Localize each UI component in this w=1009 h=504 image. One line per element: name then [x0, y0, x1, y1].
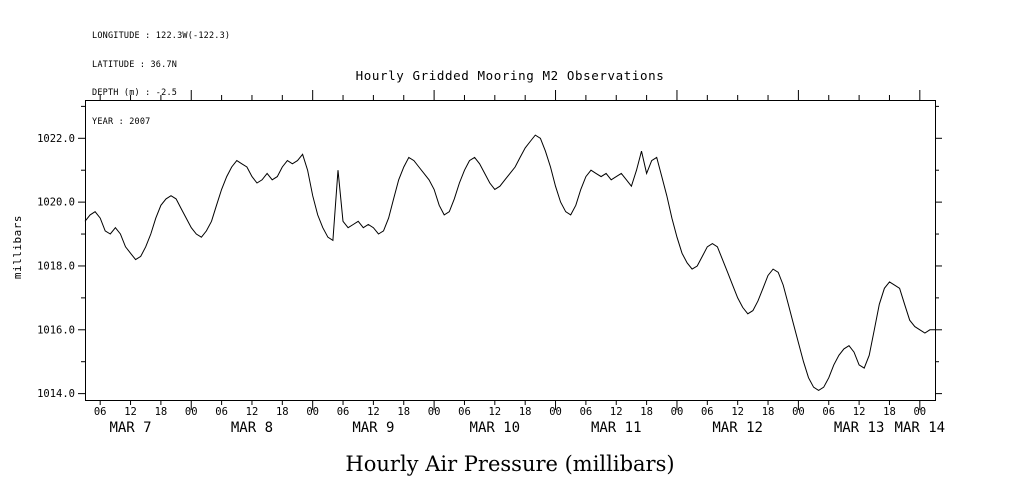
x-hour-label: 12: [367, 406, 380, 418]
x-hour-label: 06: [337, 406, 350, 418]
x-hour-label: 18: [762, 406, 775, 418]
x-day-label: MAR 11: [591, 420, 642, 436]
y-tick-label: 1020.0: [37, 197, 75, 209]
x-hour-label: 06: [822, 406, 835, 418]
x-hour-label: 00: [428, 406, 441, 418]
x-day-label: MAR 13: [834, 420, 885, 436]
x-hour-label: 00: [306, 406, 319, 418]
x-hour-label: 18: [519, 406, 532, 418]
chart-title: Hourly Gridded Mooring M2 Observations: [355, 68, 665, 83]
x-hour-label: 06: [215, 406, 228, 418]
y-tick-label: 1016.0: [37, 324, 75, 336]
x-hour-label: 12: [488, 406, 501, 418]
x-hour-label: 12: [853, 406, 866, 418]
x-hour-label: 06: [94, 406, 107, 418]
metadata-block: LONGITUDE : 122.3W(-122.3) LATITUDE : 36…: [92, 13, 230, 146]
y-tick-label: 1018.0: [37, 260, 75, 272]
metadata-latitude: LATITUDE : 36.7N: [92, 59, 178, 70]
metadata-year: YEAR : 2007: [92, 116, 151, 127]
x-hour-label: 18: [155, 406, 168, 418]
x-hour-label: 18: [883, 406, 896, 418]
x-day-label: MAR 14: [895, 420, 946, 436]
y-tick-label: 1014.0: [37, 388, 75, 400]
x-hour-label: 00: [913, 406, 926, 418]
x-hour-label: 06: [458, 406, 471, 418]
x-day-label: MAR 8: [231, 420, 273, 436]
x-day-label: MAR 9: [352, 420, 394, 436]
x-hour-label: 18: [397, 406, 410, 418]
x-hour-label: 18: [640, 406, 653, 418]
x-day-label: MAR 7: [109, 420, 151, 436]
x-hour-label: 00: [792, 406, 805, 418]
x-day-label: MAR 12: [712, 420, 763, 436]
x-hour-label: 00: [185, 406, 198, 418]
metadata-depth: DEPTH (m) : -2.5: [92, 88, 178, 98]
x-day-label: MAR 10: [470, 420, 521, 436]
x-hour-label: 00: [671, 406, 684, 418]
series-air-pressure: [84, 134, 935, 391]
x-hour-label: 00: [549, 406, 562, 418]
x-hour-label: 06: [701, 406, 714, 418]
x-hour-label: 12: [124, 406, 137, 418]
x-hour-label: 12: [610, 406, 623, 418]
x-hour-label: 12: [246, 406, 259, 418]
x-hour-label: 18: [276, 406, 289, 418]
plot-frame: [85, 100, 936, 401]
y-tick-label: 1022.0: [37, 133, 75, 145]
x-hour-label: 12: [731, 406, 744, 418]
metadata-longitude: LONGITUDE : 122.3W(-122.3): [92, 31, 231, 41]
x-axis-title: Hourly Air Pressure (millibars): [345, 452, 675, 476]
x-hour-label: 06: [580, 406, 593, 418]
